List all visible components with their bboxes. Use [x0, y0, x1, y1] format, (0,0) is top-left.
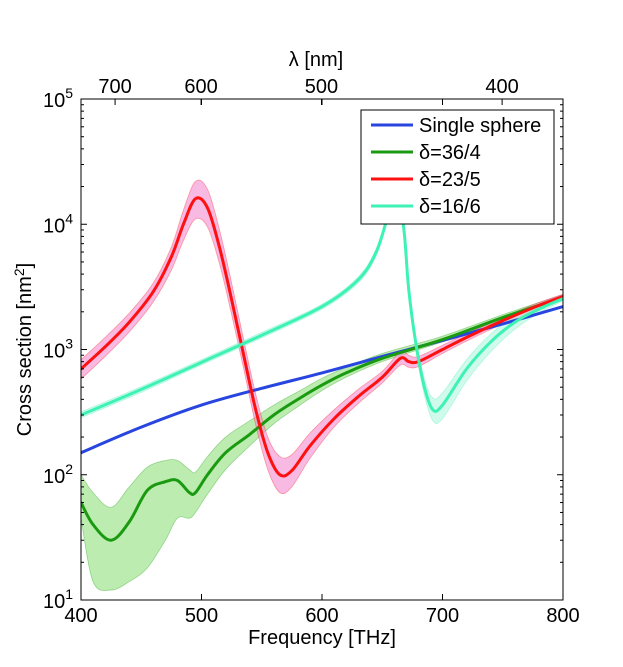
line-series-2 — [81, 196, 563, 478]
x-axis-label: Frequency [THz] — [248, 627, 396, 649]
y-tick-exp: 2 — [65, 461, 73, 477]
series-lines — [81, 185, 563, 542]
top-tick-label: 400 — [485, 76, 518, 98]
legend: Single sphere δ=36/4 δ=23/5 δ=16/6 — [360, 109, 555, 225]
y-tick-base: 10 — [43, 215, 65, 237]
line-series-1 — [81, 296, 563, 542]
x-tick-label: 400 — [64, 605, 97, 627]
y-tick-base: 10 — [43, 90, 65, 112]
axis-ticks — [80, 98, 564, 601]
x-tick-label: 600 — [305, 605, 338, 627]
x-tick-label: 500 — [185, 605, 218, 627]
y-axis-label-close: ] — [14, 263, 36, 269]
y-tick-label: 105 — [43, 85, 73, 112]
top-tick-label: 500 — [305, 76, 338, 98]
legend-label-2: δ=23/5 — [419, 169, 481, 191]
x-tick-label: 700 — [426, 605, 459, 627]
top-axis-label: λ [nm] — [289, 49, 343, 71]
y-tick-exp: 3 — [65, 336, 73, 352]
line-series-3 — [81, 185, 563, 417]
y-tick-base: 10 — [43, 591, 65, 613]
y-tick-label: 101 — [43, 586, 73, 613]
legend-label-0: Single sphere — [419, 115, 541, 137]
y-tick-exp: 4 — [65, 210, 73, 226]
y-tick-label: 104 — [43, 210, 73, 237]
x-tick-label: 800 — [546, 605, 579, 627]
y-axis-label-main: Cross section [nm — [14, 276, 36, 436]
y-axis-label-sup: 2 — [11, 268, 27, 276]
y-axis-label: Cross section [nm2] — [11, 263, 36, 436]
y-tick-label: 103 — [43, 336, 73, 363]
y-tick-label: 102 — [43, 461, 73, 488]
y-tick-base: 10 — [43, 341, 65, 363]
y-tick-base: 10 — [43, 466, 65, 488]
y-tick-exp: 1 — [65, 586, 73, 602]
top-tick-label: 700 — [98, 76, 131, 98]
y-tick-exp: 5 — [65, 85, 73, 101]
legend-label-3: δ=16/6 — [419, 196, 481, 218]
top-tick-label: 600 — [184, 76, 217, 98]
legend-label-1: δ=36/4 — [419, 142, 481, 164]
